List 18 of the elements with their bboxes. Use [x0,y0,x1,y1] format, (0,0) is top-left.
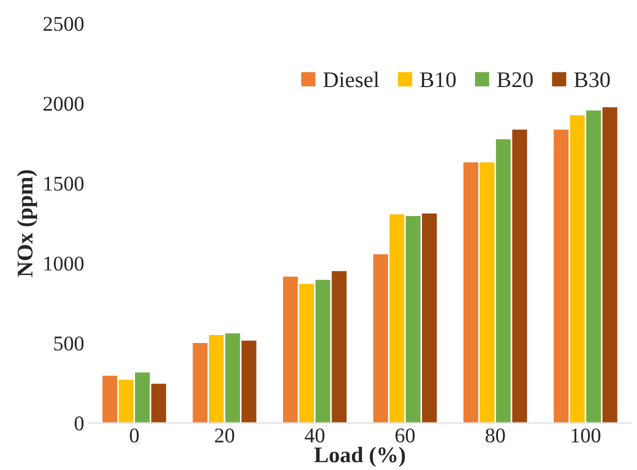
x-tick-label: 100 [572,428,600,443]
x-tick-label: 40 [304,428,324,443]
legend-label: Diesel [323,72,380,88]
x-tick-label: 80 [486,428,505,443]
y-tick-label: 0 [74,416,84,430]
x-tick-label: 60 [396,428,415,443]
y-tick-label: 1500 [44,176,84,191]
legend-label: B30 [574,72,610,88]
x-tick-label: 0 [130,428,139,443]
y-tick-label: 2000 [44,96,84,111]
y-tick-label: 1000 [44,256,84,271]
y-tick-label: 500 [54,336,84,351]
y-tick-label: 2500 [44,16,84,31]
y-axis-title: NOx (ppm) [16,170,38,277]
x-tick-label: 20 [215,428,234,443]
x-axis-title: Load (%) [314,446,405,467]
legend-label: B10 [420,72,456,88]
legend-label: B20 [497,72,533,88]
